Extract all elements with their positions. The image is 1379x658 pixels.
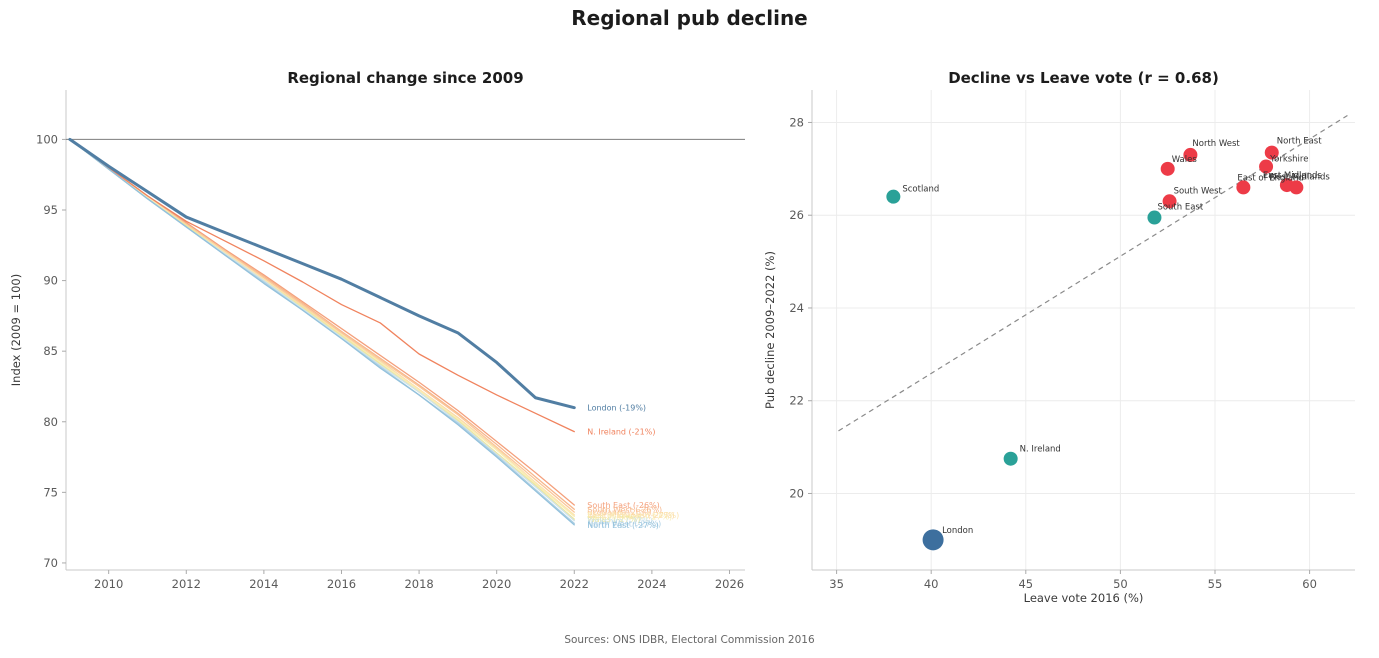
y-tick-label: 95 xyxy=(43,203,58,217)
right-x-axis-label: Leave vote 2016 (%) xyxy=(1023,591,1144,605)
point-label-south-east: South East xyxy=(1157,203,1203,213)
figure-title: Regional pub decline xyxy=(571,6,808,30)
line-north-east xyxy=(69,138,575,526)
point-label-east-midlands: East Midlands xyxy=(1263,171,1322,181)
x-tick-label: 60 xyxy=(1302,577,1317,591)
point-label-wales: Wales xyxy=(1172,155,1198,165)
point-wales xyxy=(1160,161,1175,176)
x-tick-label: 2026 xyxy=(715,577,744,591)
x-tick-label: 55 xyxy=(1208,577,1223,591)
point-yorkshire xyxy=(1259,159,1274,174)
sources-note: Sources: ONS IDBR, Electoral Commission … xyxy=(564,634,815,646)
y-tick-label: 28 xyxy=(789,115,804,129)
x-tick-label: 2024 xyxy=(637,577,666,591)
x-tick-label: 50 xyxy=(1113,577,1128,591)
point-label-london: London xyxy=(942,526,973,536)
point-label-east-of-england: East of England xyxy=(1237,173,1303,183)
point-label-west-midlands: West Midlands xyxy=(1268,172,1330,182)
x-tick-label: 45 xyxy=(1018,577,1033,591)
point-label-south-west: South West xyxy=(1174,186,1223,196)
point-north-east xyxy=(1264,145,1279,160)
y-tick-label: 100 xyxy=(36,132,58,146)
line-label-east-of-england: East of England (-27%) xyxy=(587,511,679,520)
line-label-scotland: Scotland (-26%) xyxy=(587,508,651,517)
line-chart: 2010 2012 2014 2016 2018 2020 2022 2024 2026 70 75… xyxy=(36,90,745,591)
x-tick-label: 2012 xyxy=(172,577,201,591)
x-tick-label: 2022 xyxy=(560,577,589,591)
line-label-north-west: North West (-27%) xyxy=(587,519,661,528)
line-n-ireland xyxy=(69,138,575,433)
line-label-north-east: North East (-27%) xyxy=(587,521,659,530)
line-label-south-west: South West (-26%) xyxy=(587,505,662,514)
x-tick-label: 2018 xyxy=(404,577,433,591)
line-label-south-east: South East (-26%) xyxy=(587,501,660,510)
x-tick-label: 2010 xyxy=(94,577,123,591)
line-label-london: London (-19%) xyxy=(587,404,646,413)
x-tick-label: 2020 xyxy=(482,577,511,591)
line-label-n-ireland: N. Ireland (-21%) xyxy=(587,428,655,437)
y-tick-label: 70 xyxy=(43,556,58,570)
line-label-west-midlands: West Midlands (-27%) xyxy=(587,511,674,520)
y-tick-label: 20 xyxy=(789,486,804,500)
y-tick-label: 22 xyxy=(789,394,804,408)
point-south-west xyxy=(1162,194,1177,209)
point-south-east xyxy=(1147,210,1162,225)
point-label-north-east: North East xyxy=(1277,137,1322,147)
y-tick-label: 75 xyxy=(43,485,58,499)
line-london xyxy=(68,137,576,410)
scatter-chart: 35 40 45 50 55 60 20 22 24 26 28 Scotland London N. I… xyxy=(789,90,1355,591)
point-label-north-west: North West xyxy=(1192,139,1240,149)
right-chart-title: Decline vs Leave vote (r = 0.68) xyxy=(948,69,1219,87)
line-label-east-midlands: East Midlands (-27%) xyxy=(587,512,672,521)
line-label-yorkshire: Yorkshire (-27%) xyxy=(586,517,653,526)
left-chart-title: Regional change since 2009 xyxy=(287,69,524,87)
point-label-yorkshire: Yorkshire xyxy=(1269,155,1308,165)
point-west-midlands xyxy=(1289,180,1304,195)
x-tick-label: 35 xyxy=(829,577,844,591)
y-tick-label: 24 xyxy=(789,301,804,315)
point-n-ireland xyxy=(1003,451,1018,466)
line-label-wales: Wales (-27%) xyxy=(587,515,640,524)
point-east-of-england xyxy=(1236,180,1251,195)
x-tick-label: 2014 xyxy=(249,577,278,591)
y-tick-label: 85 xyxy=(43,344,58,358)
point-label-scotland: Scotland xyxy=(902,185,939,195)
point-scotland xyxy=(886,189,901,204)
y-tick-label: 90 xyxy=(43,274,58,288)
line-east-midlands xyxy=(69,138,575,518)
point-label-n-ireland: N. Ireland xyxy=(1020,445,1061,455)
y-tick-label: 26 xyxy=(789,208,804,222)
x-tick-label: 2016 xyxy=(327,577,356,591)
x-tick-label: 40 xyxy=(924,577,939,591)
point-london xyxy=(922,529,944,551)
point-north-west xyxy=(1183,147,1198,162)
y-tick-label: 80 xyxy=(43,415,58,429)
